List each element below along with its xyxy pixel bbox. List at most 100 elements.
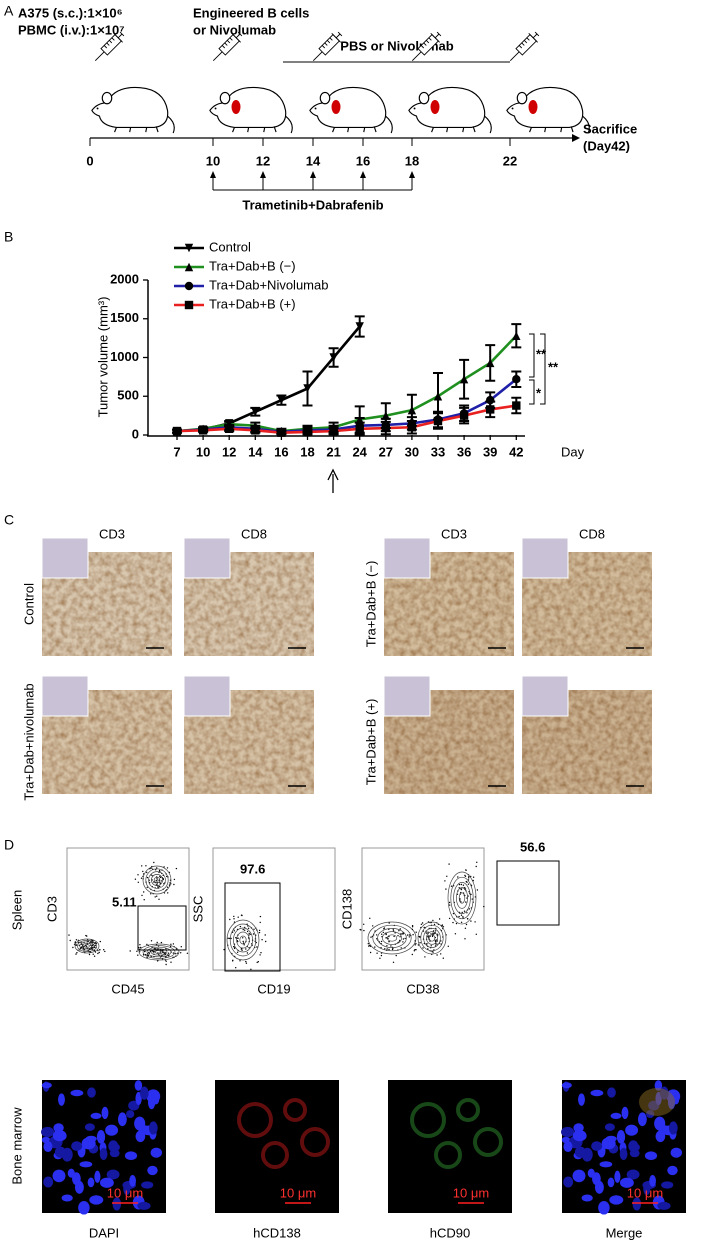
flow-contour (386, 934, 398, 942)
nucleus (614, 1170, 621, 1183)
tissue-label: Spleen (9, 890, 24, 930)
nucleus (604, 1123, 615, 1131)
flow-event (458, 915, 460, 918)
flow-event (173, 883, 175, 886)
flow-event (462, 916, 464, 918)
flow-contour (367, 921, 417, 955)
cell-signal (410, 1102, 446, 1138)
nucleus (87, 1177, 95, 1188)
flow-event (158, 869, 161, 872)
flow-event (402, 938, 405, 940)
flow-event (468, 877, 470, 879)
flow-event (411, 953, 413, 956)
flow-event (368, 945, 370, 947)
flow-event (163, 892, 166, 894)
marker (251, 407, 260, 416)
nucleus (607, 1087, 616, 1098)
nucleus (670, 1147, 683, 1158)
flow-event (150, 955, 152, 958)
flow-event (406, 934, 409, 936)
flow-contour (458, 892, 466, 904)
flow-event (166, 886, 169, 888)
marker (459, 375, 469, 384)
x-tick-label: 27 (379, 444, 393, 459)
flow-event (175, 867, 178, 870)
panel-c: C CD3 CD8 Control Tra+Dab+nivolumab CD3 CD8 Tr… (4, 512, 652, 801)
flow-event (93, 955, 96, 957)
significance: ** (536, 346, 547, 361)
flow-event (239, 960, 241, 962)
flow-event (153, 881, 155, 883)
nucleus (625, 1124, 639, 1136)
flow-event (158, 898, 160, 900)
flow-contour (145, 868, 169, 892)
flow-event (359, 928, 361, 931)
x-tick-label: 30 (405, 444, 419, 459)
micrograph (388, 1080, 512, 1213)
flow-event (129, 950, 131, 952)
drug-arrowhead (360, 171, 366, 178)
channel-label: hCD138 (253, 1225, 301, 1240)
flow-event (461, 911, 463, 914)
flow-contour (417, 921, 447, 955)
channel-label: DAPI (89, 1225, 119, 1240)
flow-event (435, 927, 437, 930)
flow-event (463, 910, 466, 912)
nucleus (668, 1121, 678, 1135)
flow-event (104, 950, 106, 953)
flow-event (447, 945, 449, 947)
flow-event (408, 936, 410, 938)
nucleus (89, 1195, 104, 1205)
flow-event (259, 921, 261, 924)
flow-event (402, 933, 405, 935)
flow-event (376, 952, 378, 954)
flow-event (68, 934, 70, 936)
flow-event (417, 944, 420, 946)
flow-event (156, 895, 158, 897)
flow-event (147, 954, 149, 957)
flow-event (88, 953, 91, 956)
nucleus (96, 1130, 106, 1144)
flow-event (468, 876, 470, 878)
panel-a: A A375 (s.c.):1×10⁶ PBMC (i.v.):1×10⁷ En… (4, 3, 637, 213)
flow-event (408, 934, 411, 936)
flow-event (143, 899, 145, 901)
flow-event (103, 949, 105, 951)
marker (512, 331, 521, 340)
flow-event (454, 933, 457, 935)
flow-event (146, 871, 148, 874)
nucleus (619, 1147, 628, 1161)
flow-event (163, 866, 165, 868)
flow-event (392, 948, 394, 950)
nucleus (90, 1112, 102, 1119)
flow-event (242, 942, 245, 944)
marker (512, 375, 521, 384)
flow-event (138, 947, 140, 949)
flow-contour (236, 931, 250, 949)
nucleus (101, 1106, 109, 1120)
x-tick-label: 42 (509, 444, 523, 459)
marker (303, 427, 312, 437)
flow-event (419, 942, 421, 944)
flow-event (411, 926, 414, 928)
flow-event (392, 928, 394, 930)
nucleus (99, 1147, 108, 1161)
flow-event (465, 923, 468, 926)
flow-y-label: CD3 (44, 896, 59, 922)
stain-label: CD8 (579, 526, 605, 541)
flow-event (450, 885, 453, 887)
day-label: 18 (405, 153, 419, 168)
flow-event (483, 905, 485, 908)
flow-event (156, 879, 158, 881)
flow-event (385, 937, 387, 939)
flow-event (146, 943, 148, 946)
flow-event (237, 937, 239, 939)
stain-label: CD3 (99, 526, 125, 541)
flow-event (460, 914, 463, 916)
flow-event (75, 939, 78, 941)
flow-event (237, 940, 239, 943)
y-tick-label: 1500 (110, 310, 139, 325)
nucleus (657, 1201, 671, 1210)
nucleus (70, 1089, 84, 1097)
